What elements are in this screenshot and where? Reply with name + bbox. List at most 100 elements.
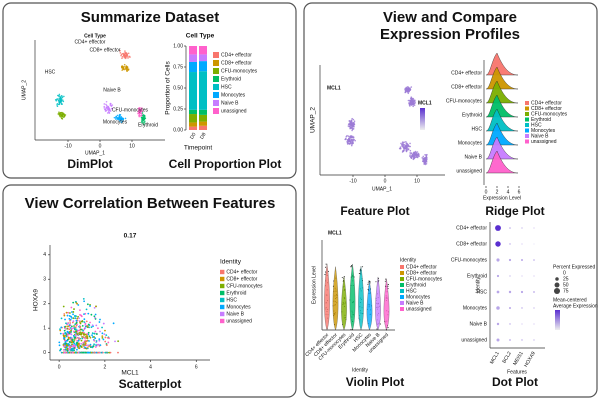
cell-dot [385,278,387,280]
cell-dot [78,338,81,341]
cell-dot [82,341,85,344]
cell-dot [137,112,139,115]
label: unassigned [531,139,557,145]
cell-dot [411,155,414,157]
cell-dot [418,153,420,156]
cell-dot [324,273,326,275]
label: 0 [563,270,566,276]
cell-dot [105,106,108,109]
cell-dot [141,120,143,123]
cell-dot [138,115,141,118]
cell-dot [84,322,87,325]
cell-dot [83,318,86,321]
cell-dot [61,96,64,99]
cell-dot [63,313,66,315]
cell-dot [103,103,106,105]
cell-dot [84,351,87,354]
label: 2 [103,364,106,370]
label: UMAP_1 [85,150,105,156]
dot [509,339,511,341]
cell-dot [68,337,71,340]
cell-dot [72,313,74,316]
cell-dot [121,57,123,60]
cell-dot [71,343,73,346]
cell-dot [324,266,326,268]
cell-dot [124,52,127,54]
cell-dot [120,116,123,118]
cell-dot [404,144,407,147]
cell-dot [141,112,144,114]
dot [520,290,524,294]
cell-dot [86,303,89,306]
label: Mean-centered [553,297,587,303]
dot [509,275,511,277]
cell-dot [407,99,410,102]
label: 50 [563,282,569,288]
cell-dot [61,114,64,117]
legend-swatch [400,271,404,275]
cell-dot [83,321,86,324]
legend-swatch [220,297,225,303]
cell-dot [351,128,354,131]
cell-dot [127,68,130,70]
dot [496,290,500,294]
cell-dot [409,145,412,148]
cell-dot [72,351,74,354]
label: Identity [475,276,481,293]
label: Summarize Dataset [81,9,219,26]
cell-dot [99,330,101,333]
cell-dot [93,339,95,342]
cell-dot [98,338,101,341]
dot [496,274,500,278]
cell-dot [60,103,63,105]
dot [521,243,523,245]
dot [533,307,535,309]
cell-dot [424,163,427,166]
cell-dot [119,49,121,52]
cell-dot [411,98,414,101]
cell-dot [90,351,93,354]
cell-dot [358,272,360,274]
legend-swatch [213,92,219,98]
cell-dot [348,120,351,122]
dot [495,225,501,231]
cell-dot [413,104,416,106]
cell-dot [66,314,69,317]
cell-dot [62,305,65,308]
cell-dot [410,152,413,154]
label: View Correlation Between Features [25,195,276,212]
cell-dot [106,336,109,339]
cell-dot [104,108,106,111]
label: HSC [226,297,237,303]
cell-dot [118,116,120,119]
cell-dot [107,109,109,111]
label: HSC [531,122,542,128]
cell-dot [61,118,64,120]
cell-dot [87,312,90,315]
cell-dot [105,334,108,337]
cell-dot [410,99,413,101]
cell-dot [88,335,91,338]
label: 2 [43,301,46,307]
cell-dot [105,100,108,103]
label: CD8+ effector [226,276,257,282]
cell-dot [349,127,351,130]
cell-dot [141,119,143,121]
cell-dot [63,351,66,354]
dot [496,258,500,262]
legend-swatch [220,304,225,310]
cell-dot [60,351,63,354]
label: HSC [476,289,487,295]
label: 4 [43,252,46,258]
cell-dot [414,100,416,103]
cell-dot [80,339,83,342]
label: UMAP_2 [310,107,317,133]
label: CFU-monocytes [221,68,258,74]
dot [496,306,500,310]
cell-dot [60,348,62,350]
cell-dot [114,340,116,343]
cell-dot [108,109,111,112]
cell-dot [142,118,145,121]
dot [508,258,512,262]
cell-dot [347,125,350,127]
